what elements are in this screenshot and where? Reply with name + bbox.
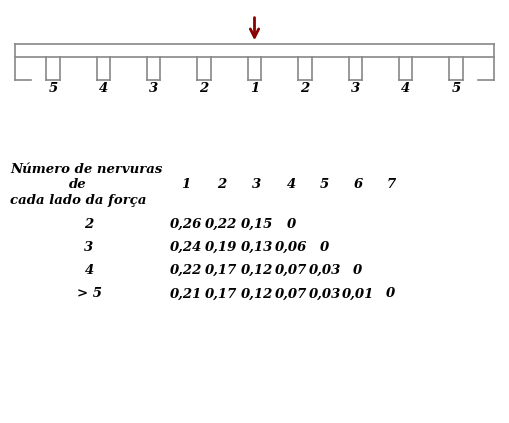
- Text: 2: 2: [217, 178, 226, 190]
- Text: 0,22: 0,22: [205, 218, 238, 231]
- Text: 0,15: 0,15: [241, 218, 273, 231]
- Text: 0,01: 0,01: [342, 288, 374, 300]
- Text: 0,22: 0,22: [169, 264, 202, 277]
- Text: 5: 5: [48, 82, 58, 95]
- Text: 7: 7: [386, 178, 395, 190]
- Text: 0,07: 0,07: [275, 264, 307, 277]
- Text: 4: 4: [99, 82, 108, 95]
- Text: 0,03: 0,03: [308, 264, 341, 277]
- Text: 0,06: 0,06: [275, 241, 307, 254]
- Text: 6: 6: [353, 178, 362, 190]
- Text: 0,21: 0,21: [169, 288, 202, 300]
- Text: 2: 2: [84, 218, 94, 231]
- Text: 3: 3: [252, 178, 262, 190]
- Text: 0,12: 0,12: [241, 264, 273, 277]
- Text: cada lado da força: cada lado da força: [10, 195, 147, 207]
- Text: 2: 2: [200, 82, 209, 95]
- Text: 5: 5: [451, 82, 461, 95]
- Text: 0: 0: [386, 288, 395, 300]
- Text: 0: 0: [353, 264, 362, 277]
- Text: 0,19: 0,19: [205, 241, 238, 254]
- Text: 1: 1: [181, 178, 190, 190]
- Text: 0,17: 0,17: [205, 264, 238, 277]
- Text: 4: 4: [287, 178, 296, 190]
- Text: 0,03: 0,03: [308, 288, 341, 300]
- Text: de: de: [69, 178, 87, 190]
- Text: 2: 2: [300, 82, 309, 95]
- Text: > 5: > 5: [76, 288, 102, 300]
- Text: 0,26: 0,26: [169, 218, 202, 231]
- Text: Número de nervuras: Número de nervuras: [10, 163, 162, 176]
- Text: 3: 3: [351, 82, 360, 95]
- Text: 0,17: 0,17: [205, 288, 238, 300]
- Text: 3: 3: [84, 241, 94, 254]
- Text: 1: 1: [250, 82, 259, 95]
- Text: 0,12: 0,12: [241, 288, 273, 300]
- Text: 0: 0: [287, 218, 296, 231]
- Text: 0,13: 0,13: [241, 241, 273, 254]
- Text: 3: 3: [149, 82, 158, 95]
- Text: 0: 0: [320, 241, 329, 254]
- Text: 4: 4: [84, 264, 94, 277]
- Text: 5: 5: [320, 178, 329, 190]
- Text: 0,07: 0,07: [275, 288, 307, 300]
- Text: 4: 4: [401, 82, 410, 95]
- Text: 0,24: 0,24: [169, 241, 202, 254]
